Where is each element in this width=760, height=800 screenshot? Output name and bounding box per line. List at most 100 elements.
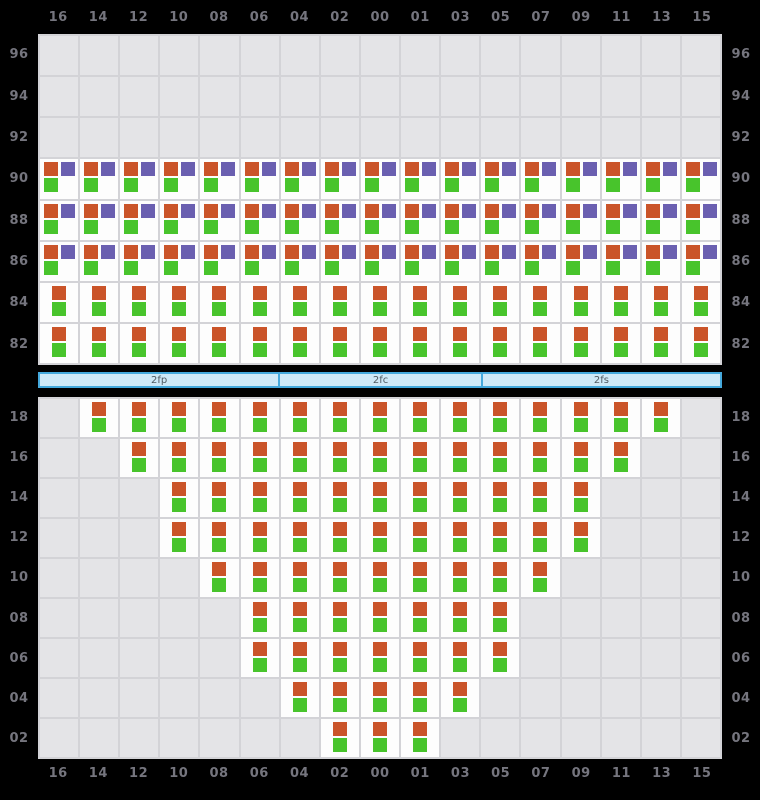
stitch-cell xyxy=(561,323,600,363)
green-stitch-square xyxy=(573,418,588,432)
orange-stitch-square xyxy=(212,482,227,496)
empty-cell xyxy=(80,118,119,158)
orange-stitch-square xyxy=(413,682,428,696)
orange-stitch-square xyxy=(132,442,147,456)
empty-cell xyxy=(320,77,359,117)
empty-cell xyxy=(280,77,319,117)
orange-stitch-square xyxy=(493,326,508,341)
orange-stitch-square xyxy=(84,244,99,259)
green-stitch-square xyxy=(204,260,219,275)
green-stitch-square xyxy=(653,301,668,316)
stitch-cell xyxy=(360,282,400,322)
stitch-cell xyxy=(200,479,239,517)
stitch-cell xyxy=(601,241,640,281)
empty-cell xyxy=(481,679,520,717)
stitch-cell xyxy=(280,399,319,437)
stitch-cell xyxy=(401,241,440,281)
stitch-cell xyxy=(481,399,520,437)
empty-cell xyxy=(240,118,279,158)
stitch-cell xyxy=(601,323,640,363)
row-label: 18 xyxy=(9,409,29,425)
green-stitch-square xyxy=(332,498,347,512)
column-label: 04 xyxy=(289,9,310,25)
stitch-cell xyxy=(240,323,279,363)
column-label: 00 xyxy=(370,766,390,781)
orange-stitch-square xyxy=(204,244,219,259)
green-stitch-square xyxy=(533,418,548,432)
green-stitch-square xyxy=(453,418,468,432)
stitch-cell xyxy=(641,399,680,437)
orange-stitch-square xyxy=(645,203,660,218)
row-label: 06 xyxy=(731,650,751,666)
stitch-cell xyxy=(360,599,400,637)
green-stitch-square xyxy=(453,498,468,512)
stitch-cell xyxy=(280,559,319,597)
orange-stitch-square xyxy=(573,482,588,496)
green-stitch-square xyxy=(413,458,428,472)
green-stitch-square xyxy=(332,618,347,632)
stitch-cell xyxy=(481,439,520,477)
green-stitch-square xyxy=(292,458,307,472)
lower-row-labels-right: 18 16 14 12 10 08 06 04 02 xyxy=(722,397,760,759)
empty-cell xyxy=(681,439,720,477)
green-stitch-square xyxy=(244,219,259,234)
orange-stitch-square xyxy=(292,642,307,656)
empty-cell xyxy=(240,719,279,757)
empty-cell xyxy=(521,118,560,158)
orange-stitch-square xyxy=(653,285,668,300)
orange-stitch-square xyxy=(445,162,460,177)
empty-cell xyxy=(561,559,600,597)
green-stitch-square xyxy=(292,301,307,316)
orange-stitch-square xyxy=(292,562,307,576)
purple-stitch-square xyxy=(662,203,677,218)
purple-stitch-square xyxy=(582,162,597,177)
row-label: 88 xyxy=(731,212,751,228)
orange-stitch-square xyxy=(453,682,468,696)
green-stitch-square xyxy=(244,260,259,275)
upper-row-labels-left: 96 94 92 90 88 86 84 82 xyxy=(0,34,38,365)
orange-stitch-square xyxy=(573,326,588,341)
orange-stitch-square xyxy=(172,482,187,496)
orange-stitch-square xyxy=(252,442,267,456)
empty-cell xyxy=(40,719,79,757)
orange-stitch-square xyxy=(92,326,107,341)
upper-chart-grid xyxy=(38,34,722,365)
orange-stitch-square xyxy=(493,522,508,536)
green-stitch-square xyxy=(493,458,508,472)
stitch-cell xyxy=(481,159,520,199)
orange-stitch-square xyxy=(204,203,219,218)
green-stitch-square xyxy=(124,178,139,193)
column-label: 05 xyxy=(491,766,511,781)
stitch-cell xyxy=(320,439,359,477)
empty-cell xyxy=(120,559,159,597)
orange-stitch-square xyxy=(565,244,580,259)
green-stitch-square xyxy=(92,301,107,316)
stitch-cell xyxy=(360,479,400,517)
stitch-cell xyxy=(280,479,319,517)
stitch-cell xyxy=(40,200,79,240)
green-stitch-square xyxy=(413,578,428,592)
orange-stitch-square xyxy=(372,326,387,341)
stitch-cell xyxy=(320,719,359,757)
green-stitch-square xyxy=(172,498,187,512)
column-label: 15 xyxy=(692,766,712,781)
orange-stitch-square xyxy=(453,562,468,576)
green-stitch-square xyxy=(685,260,700,275)
empty-cell xyxy=(80,77,119,117)
stitch-cell xyxy=(240,439,279,477)
green-stitch-square xyxy=(685,219,700,234)
green-stitch-square xyxy=(212,418,227,432)
stitch-cell xyxy=(561,241,600,281)
purple-stitch-square xyxy=(61,203,75,218)
stitch-cell xyxy=(601,399,640,437)
empty-cell xyxy=(120,77,159,117)
purple-stitch-square xyxy=(301,203,316,218)
column-label: 14 xyxy=(88,9,108,25)
empty-cell xyxy=(240,679,279,717)
lower-row-labels-left: 18 16 14 12 10 08 06 04 02 xyxy=(0,397,38,759)
green-stitch-square xyxy=(124,219,139,234)
green-stitch-square xyxy=(372,458,387,472)
empty-cell xyxy=(601,118,640,158)
orange-stitch-square xyxy=(372,522,387,536)
orange-stitch-square xyxy=(525,203,540,218)
